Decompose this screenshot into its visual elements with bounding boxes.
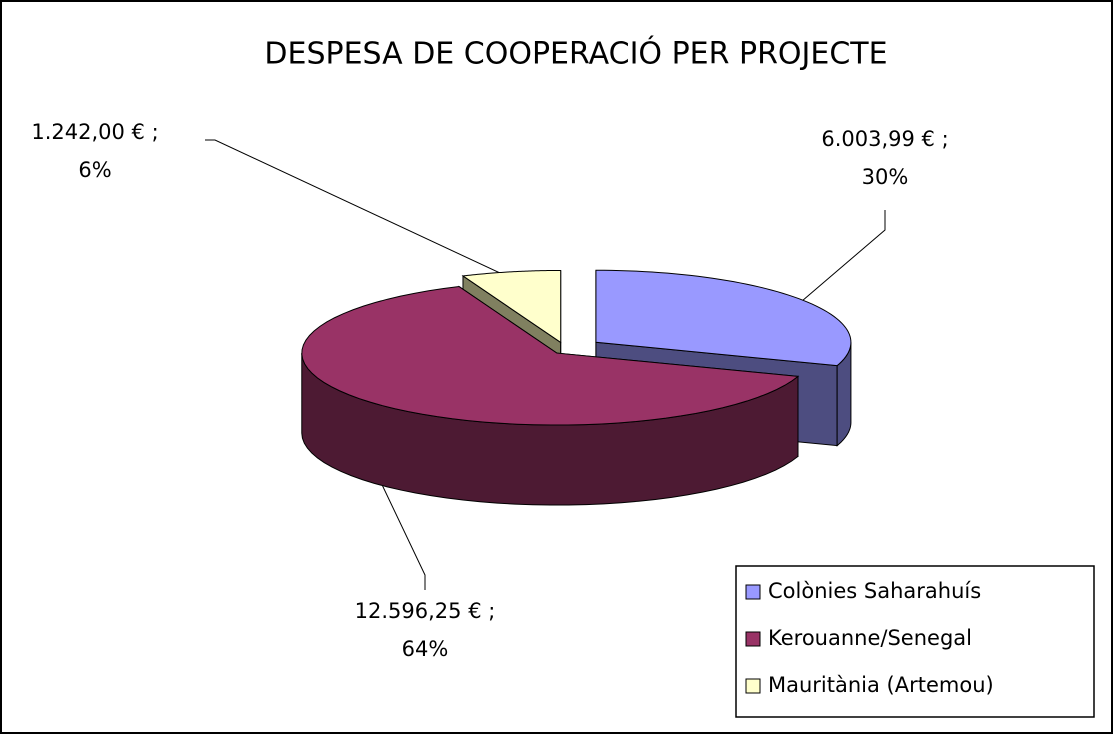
data-label: 12.596,25 € ;	[355, 599, 496, 623]
slice-top	[301, 286, 800, 426]
legend-swatch	[745, 584, 761, 600]
legend-label: Mauritània (Artemou)	[768, 673, 994, 697]
pie-slice	[301, 285, 800, 506]
leader-line	[205, 139, 516, 281]
data-label: 1.242,00 € ;	[31, 120, 158, 144]
legend-swatch	[745, 678, 761, 694]
legend-label: Kerouanne/Senegal	[768, 626, 972, 650]
leader-line	[374, 469, 426, 590]
legend	[735, 565, 1095, 718]
data-label-percent: 6%	[78, 158, 111, 182]
slice-top	[461, 269, 562, 344]
legend-label: Colònies Saharahuís	[768, 579, 981, 603]
pie	[301, 269, 852, 506]
data-label-percent: 30%	[862, 165, 909, 189]
chart-title: DESPESA DE COOPERACIÓ PER PROJECTE	[264, 35, 887, 72]
data-label-percent: 64%	[402, 637, 449, 661]
legend-swatch	[745, 631, 761, 647]
leader-line	[794, 210, 886, 308]
data-label: 6.003,99 € ;	[821, 127, 948, 151]
slice-top	[595, 269, 852, 367]
